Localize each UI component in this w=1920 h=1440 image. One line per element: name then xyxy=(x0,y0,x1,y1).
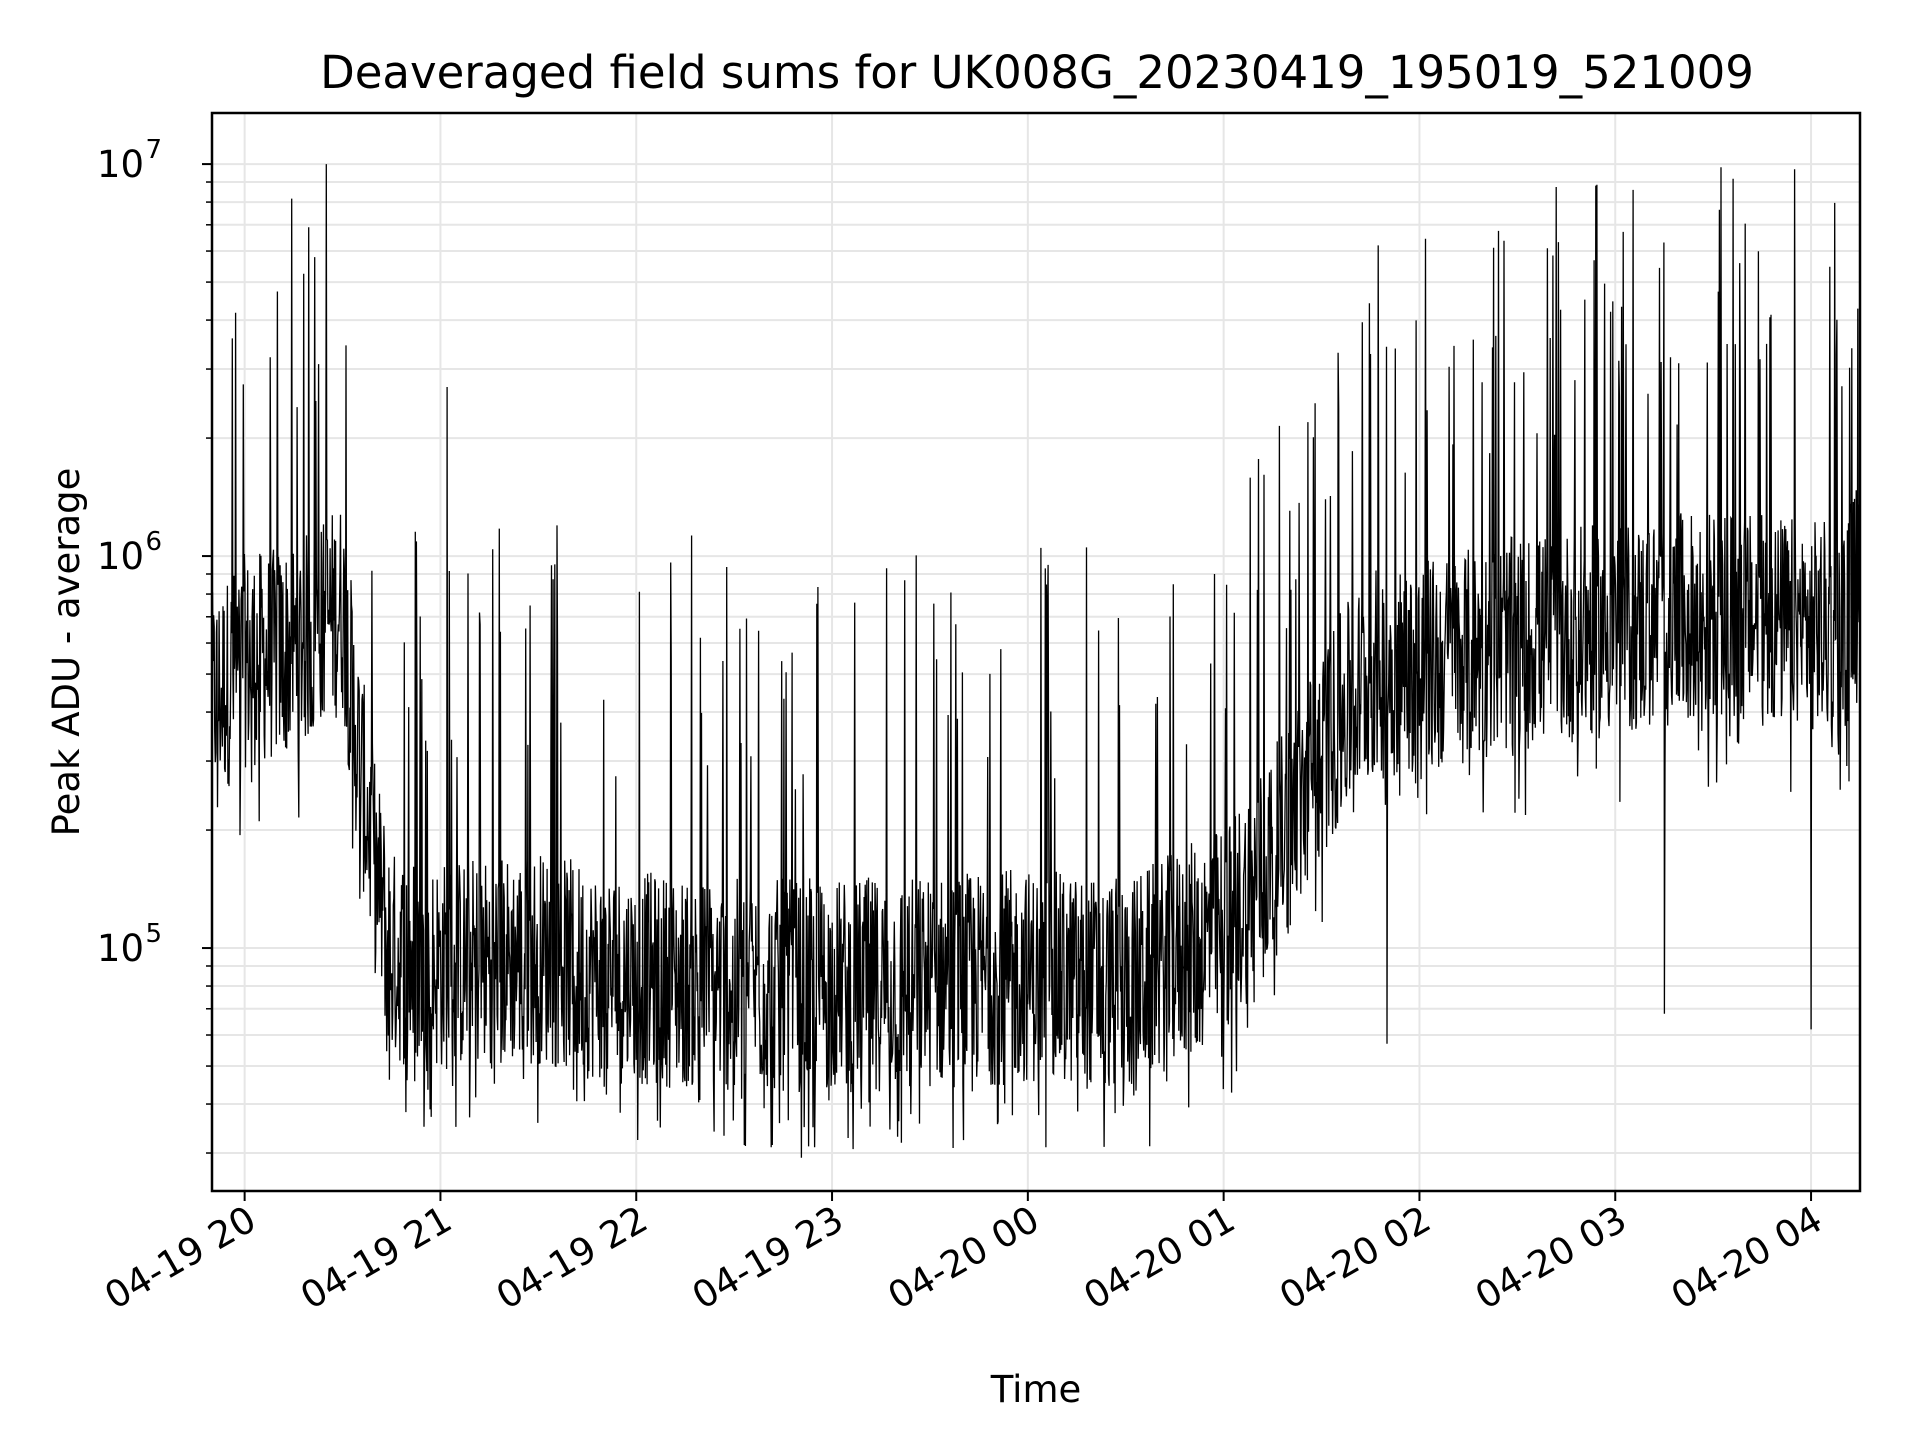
y-tick-label-base: 10 xyxy=(97,535,144,578)
y-tick-label-exponent: 6 xyxy=(145,527,162,557)
series-line-group xyxy=(211,164,1861,1158)
y-tick-label-exponent: 5 xyxy=(145,919,162,949)
chart-title: Deaveraged field sums for UK008G_2023041… xyxy=(320,46,1754,99)
y-tick-label: 10 xyxy=(97,143,144,186)
y-tick-label: 10 xyxy=(97,927,144,970)
y-axis-label: Peak ADU - average xyxy=(45,468,88,837)
y-tick-label-base: 10 xyxy=(97,927,144,970)
plot-frame xyxy=(210,111,1862,1193)
y-tick-label-exponent: 7 xyxy=(145,135,162,165)
series-line xyxy=(211,164,1861,1158)
y-tick-label-base: 10 xyxy=(97,143,144,186)
y-tick-label: 10 xyxy=(97,535,144,578)
x-axis-label: Time xyxy=(990,1368,1082,1411)
